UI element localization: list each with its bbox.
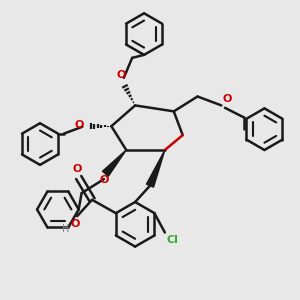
Text: O: O — [75, 120, 84, 130]
Polygon shape — [146, 150, 165, 187]
Text: O: O — [223, 94, 232, 104]
Text: O: O — [73, 164, 82, 174]
Text: O: O — [70, 219, 80, 229]
Text: O: O — [99, 175, 109, 185]
Text: Cl: Cl — [166, 236, 178, 245]
Text: O: O — [116, 70, 126, 80]
Text: H: H — [62, 224, 70, 234]
Polygon shape — [103, 150, 126, 176]
